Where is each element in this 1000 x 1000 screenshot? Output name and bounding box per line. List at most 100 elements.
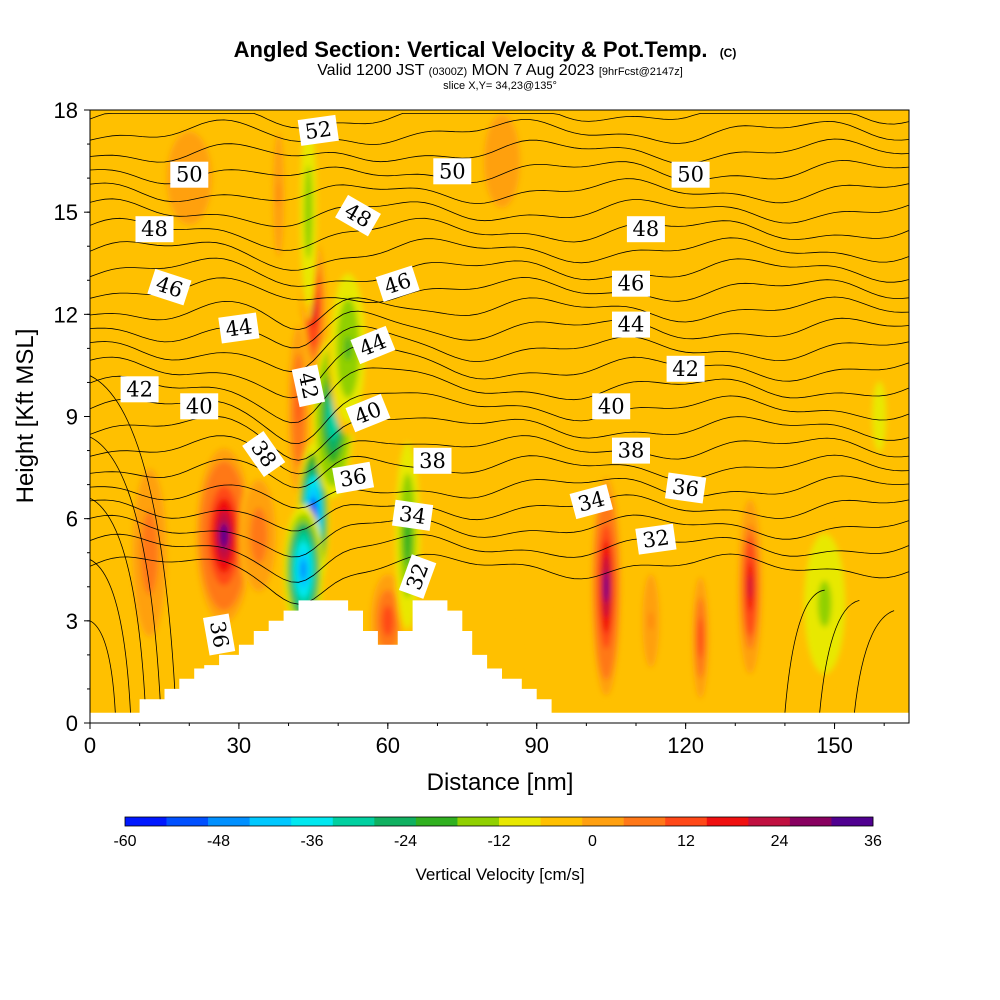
contour-label: 42: [120, 376, 159, 403]
contour-label-text: 42: [126, 377, 153, 401]
x-tick-label: 30: [227, 733, 251, 758]
velocity-cell: [800, 522, 849, 686]
colorbar-label: Vertical Velocity [cm/s]: [415, 865, 584, 884]
x-tick-label: 120: [667, 733, 704, 758]
contour-label-text: 36: [338, 464, 368, 492]
contour-label: 32: [635, 523, 677, 555]
velocity-cell-band: [497, 149, 507, 173]
y-axis-label: Height [Kft MSL]: [12, 329, 39, 504]
contour-label-box: [335, 194, 381, 237]
velocity-cell: [690, 567, 711, 709]
contour-label: 48: [626, 216, 665, 243]
isentrope: [90, 497, 147, 713]
isentrope: [90, 296, 909, 331]
contour-label-box: [135, 216, 174, 243]
contour-label-box: [332, 461, 375, 494]
contour-label-text: 48: [141, 217, 168, 241]
colorbar-tick-label: -48: [207, 833, 230, 850]
contour-label-text: 50: [439, 159, 466, 183]
x-tick-label: 150: [816, 733, 853, 758]
colorbar-swatch: [249, 817, 292, 826]
isentrope: [90, 553, 909, 605]
velocity-cell: [738, 499, 763, 674]
contour-label-box: [202, 613, 236, 656]
velocity-cell: [328, 261, 368, 436]
colorbar-tick-label: -60: [113, 833, 136, 850]
contour-label: 50: [170, 161, 209, 188]
colorbar-swatch: [332, 817, 375, 826]
colorbar-tick-label: -36: [300, 833, 323, 850]
colorbar-tick-label: 12: [677, 833, 695, 850]
valid-utc-label: (0300Z): [429, 66, 468, 78]
contour-label-box: [635, 523, 677, 555]
contour-label: 48: [135, 216, 174, 243]
colorbar-tick-label: -12: [487, 833, 510, 850]
contour-label: 50: [671, 161, 710, 188]
colorbar-swatch: [706, 817, 749, 826]
x-tick-label: 0: [84, 733, 96, 758]
colorbar-swatch: [499, 817, 541, 826]
velocity-cell-band: [220, 523, 228, 549]
x-axis: 0 30 60 90 120 150: [84, 723, 885, 758]
velocity-cell-band: [345, 335, 351, 361]
contour-label-text: 38: [419, 449, 446, 473]
contour-label-box: [147, 268, 192, 306]
velocity-cell: [470, 110, 534, 243]
contour-label-box: [612, 437, 650, 464]
contour-label-box: [375, 265, 420, 302]
isentrope: [784, 589, 825, 713]
velocity-cell: [863, 334, 896, 499]
contour-label-box: [413, 447, 452, 474]
isentrope: [90, 237, 909, 271]
velocity-cell-band: [876, 404, 882, 429]
isentrope: [90, 217, 909, 251]
isentrope: [90, 415, 909, 461]
contour-label-text: 44: [618, 313, 645, 337]
contour-label-box: [612, 270, 650, 297]
colorbar-tick-label: -24: [394, 833, 417, 850]
contour-label-text: 40: [186, 394, 213, 418]
velocity-cell-band: [300, 560, 307, 580]
contour-label: 32: [398, 554, 437, 599]
isentrope: [90, 436, 162, 713]
x-tick-label: 90: [524, 733, 548, 758]
colorbar-swatch: [208, 817, 250, 826]
velocity-cell: [512, 505, 561, 669]
isentrope: [90, 494, 909, 532]
isentrope: [90, 435, 909, 475]
contour-label-text: 42: [294, 370, 323, 401]
colorbar-swatch: [291, 817, 334, 826]
colorbar-swatch: [665, 817, 708, 826]
velocity-cell-band: [649, 611, 653, 631]
contour-label-box: [569, 484, 614, 520]
velocity-cell: [196, 448, 252, 623]
contour-label-box: [297, 114, 339, 146]
velocity-cell: [638, 555, 663, 687]
contour-label: 46: [612, 270, 650, 297]
contour-label-text: 38: [618, 439, 645, 463]
colorbar-swatch: [831, 817, 874, 826]
contour-label-box: [180, 393, 219, 420]
contour-label-text: 50: [677, 163, 704, 187]
isentrope: [90, 620, 116, 713]
colorbar-tick-label: 36: [864, 833, 882, 850]
colorbar-frame: [124, 816, 874, 827]
contour-label: 42: [666, 355, 705, 382]
isentrope: [90, 159, 909, 185]
contour-label: 38: [612, 437, 650, 464]
y-tick-label: 3: [66, 609, 78, 634]
colorbar-swatch: [623, 817, 666, 826]
contour-label: 36: [664, 472, 707, 504]
chart-title-tag: (C): [720, 46, 737, 60]
contour-label-box: [242, 430, 286, 478]
contour-label-box: [592, 393, 631, 420]
contour-label: 52: [297, 114, 339, 146]
y-tick-label: 6: [66, 507, 78, 532]
valid-time-label: Valid 1200 JST: [317, 62, 425, 79]
contour-label-text: 40: [598, 394, 625, 418]
contour-label-box: [170, 161, 209, 188]
colorbar-swatch: [540, 817, 583, 826]
contour-label-box: [291, 364, 326, 408]
